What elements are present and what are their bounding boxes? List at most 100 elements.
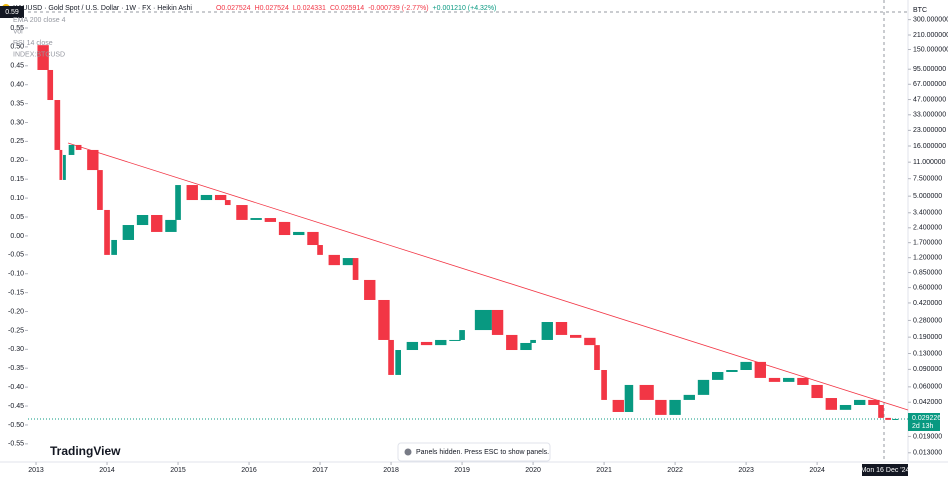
candle	[186, 185, 198, 201]
candle	[264, 218, 277, 222]
candle	[520, 342, 532, 351]
y2-tick-label: 0.40	[10, 82, 24, 89]
y-tick-label: 95.000000	[913, 66, 946, 73]
candle	[570, 334, 582, 338]
candle	[364, 279, 376, 300]
candle	[151, 214, 163, 232]
candle	[122, 225, 135, 240]
candle	[697, 379, 710, 395]
y2-tick-label: -0.45	[8, 403, 24, 410]
candle	[726, 369, 738, 372]
candle	[54, 100, 61, 150]
ohlc-value: +0.001210 (+4.32%)	[433, 5, 497, 12]
candle	[639, 384, 654, 400]
y-tick-label: 11.000000	[913, 159, 946, 166]
candle	[59, 149, 63, 180]
candle	[541, 322, 553, 340]
y-tick-label: 0.280000	[913, 317, 942, 324]
x-tick-label: 2015	[170, 467, 186, 474]
candle	[224, 200, 231, 206]
ohlc-value: O0.027524	[216, 5, 251, 12]
symbol-title[interactable]: XAUUSD · Gold Spot / U.S. Dollar · 1W · …	[13, 5, 192, 12]
y-tick-label: 0.090000	[913, 366, 942, 373]
y-tick-label: 0.420000	[913, 300, 942, 307]
ohlc-value: -0.000739 (-2.77%)	[368, 5, 428, 12]
candle	[474, 309, 492, 331]
y2-tick-label: -0.15	[8, 289, 24, 296]
y-tick-label: 0.190000	[913, 334, 942, 341]
candle	[854, 399, 866, 405]
y-tick-label: 0.600000	[913, 284, 942, 291]
candle	[63, 154, 66, 180]
candle	[104, 209, 110, 255]
candle	[459, 330, 465, 340]
candle	[839, 404, 852, 410]
candle	[449, 339, 461, 341]
candle	[388, 339, 394, 375]
indicator-label[interactable]: EMA 200 close 4	[13, 17, 66, 24]
y2-tick-label: 0.35	[10, 100, 24, 107]
y2-tick-label: -0.40	[8, 384, 24, 391]
crosshair-x-box	[862, 464, 908, 476]
y2-tick-label: 0.30	[10, 119, 24, 126]
candle	[136, 214, 149, 226]
y2-tick-label: 0.15	[10, 176, 24, 183]
candle	[420, 341, 433, 346]
ohlc-value: L0.024331	[293, 5, 326, 12]
candle	[68, 144, 75, 155]
trend-line	[67, 142, 909, 411]
y-tick-label: 2.400000	[913, 225, 942, 232]
indicator-label[interactable]: Vol	[13, 28, 23, 35]
candle	[395, 350, 402, 375]
y2-tick-label: -0.30	[8, 346, 24, 353]
candle	[435, 339, 447, 346]
y-tick-label: 0.013000	[913, 450, 942, 457]
y2-tick-label: 0.45	[10, 63, 24, 70]
y-tick-label: 47.000000	[913, 96, 946, 103]
candle	[555, 322, 568, 335]
candle	[317, 245, 323, 255]
y-tick-label: 1.700000	[913, 240, 942, 247]
candle	[878, 404, 884, 418]
y-tick-label: 23.000000	[913, 127, 946, 134]
y2-tick-label: -0.50	[8, 422, 24, 429]
candle	[612, 399, 624, 412]
candle	[892, 418, 899, 420]
y2-tick-label: -0.05	[8, 252, 24, 259]
y2-tick-label: -0.55	[8, 441, 24, 448]
y2-tick-label: 0.55	[10, 25, 24, 32]
y-tick-label: 5.000000	[913, 193, 942, 200]
y2-tick-label: -0.10	[8, 271, 24, 278]
candle	[278, 221, 291, 236]
x-tick-label: 2016	[241, 467, 257, 474]
candle	[783, 377, 795, 382]
candle	[825, 398, 837, 410]
candle	[491, 309, 504, 335]
candle	[712, 371, 724, 380]
candle	[669, 399, 681, 415]
y-tick-label: 150.000000	[913, 46, 948, 53]
candle	[175, 185, 181, 220]
x-tick-label: 2023	[738, 467, 754, 474]
info-icon	[404, 448, 412, 456]
notice-box	[397, 442, 551, 462]
crosshair-y-box	[0, 6, 24, 18]
x-tick-label: 2021	[596, 467, 612, 474]
candle	[87, 149, 99, 171]
candle	[293, 231, 305, 236]
y2-tick-label: -0.20	[8, 308, 24, 315]
candle	[683, 394, 695, 400]
y-tick-label: 7.500000	[913, 176, 942, 183]
x-tick-label: 2024	[809, 467, 825, 474]
indicator-label[interactable]: RSI 14 close	[13, 40, 53, 47]
indicator-label[interactable]: INDEX:BTCUSD	[13, 51, 65, 58]
last-price-box	[908, 413, 940, 431]
candle	[584, 337, 596, 346]
y-tick-label: 0.042000	[913, 399, 942, 406]
candle	[885, 417, 891, 420]
x-tick-label: 2020	[525, 467, 541, 474]
candle	[342, 258, 355, 266]
y-tick-label: 3.400000	[913, 210, 942, 217]
